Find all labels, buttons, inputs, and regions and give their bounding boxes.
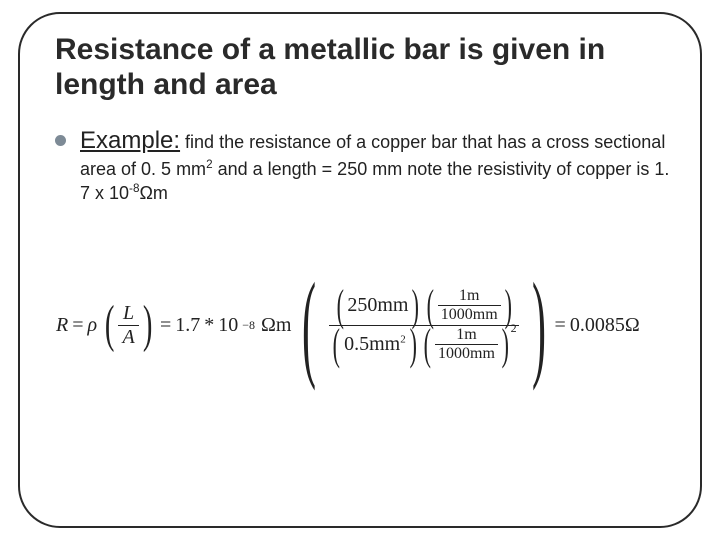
- eq-L: L: [119, 302, 138, 325]
- eq-1m-a: 1m: [456, 287, 482, 305]
- eq-area-val: 0.5mm: [344, 333, 400, 355]
- inner-paren-close4-icon: ): [502, 327, 509, 362]
- tall-paren-open-icon: (: [302, 282, 316, 368]
- inner-paren-open2-icon: (: [427, 288, 434, 323]
- eq-den-sq: 2: [511, 321, 517, 336]
- inner-paren-close3-icon: ): [409, 327, 416, 362]
- eq-ten: 10: [218, 314, 238, 337]
- eq-1000-a: 1000mm: [438, 306, 501, 324]
- inner-paren-close2-icon: ): [504, 288, 511, 323]
- tall-paren-close-icon: ): [532, 282, 546, 368]
- bullet-row: Example: find the resistance of a copper…: [55, 125, 670, 206]
- paren-close-icon: ): [143, 304, 153, 346]
- eq-bigfrac: ( 250mm ) ( 1m 1000mm ) ( 0.5mm2 ) ( 1m: [329, 287, 518, 364]
- inner-paren-open4-icon: (: [424, 327, 431, 362]
- eq-1000-b: 1000mm: [435, 345, 498, 363]
- example-lead: Example:: [80, 127, 180, 154]
- paren-open-icon: (: [105, 304, 115, 346]
- inner-paren-close-icon: ): [412, 288, 419, 323]
- eq-equals2: =: [160, 314, 171, 337]
- eq-bigfrac-den: ( 0.5mm2 ) ( 1m 1000mm ) 2: [329, 326, 518, 364]
- eq-result: 0.0085Ω: [570, 314, 640, 337]
- example-part3: Ωm: [139, 183, 167, 203]
- eq-equals1: =: [72, 314, 83, 337]
- inner-paren-open3-icon: (: [333, 327, 340, 362]
- eq-LA-frac: L A: [118, 302, 138, 349]
- sup-exp: -8: [129, 182, 139, 195]
- eq-star: *: [204, 314, 214, 337]
- eq-conv1: 1m 1000mm: [438, 287, 501, 325]
- slide-content: Resistance of a metallic bar is given in…: [55, 32, 670, 512]
- eq-equals3: =: [555, 314, 566, 337]
- eq-ohmm: Ωm: [261, 314, 291, 337]
- eq-conv2: 1m 1000mm: [435, 326, 498, 364]
- eq-1m-b: 1m: [453, 326, 479, 344]
- eq-LA-group: ( L A ): [101, 302, 156, 349]
- eq-R: R: [56, 314, 68, 337]
- eq-area-sup: 2: [400, 333, 406, 345]
- eq-coef: 1.7: [175, 314, 200, 337]
- eq-area: 0.5mm2: [344, 333, 406, 356]
- equation: R = ρ ( L A ) = 1.7 * 10−8 Ωm ( ( 250mm …: [56, 282, 640, 368]
- eq-big-group: ( ( 250mm ) ( 1m 1000mm ) ( 0.5mm2 ): [289, 282, 558, 368]
- example-text: Example: find the resistance of a copper…: [80, 125, 670, 206]
- page-title: Resistance of a metallic bar is given in…: [55, 32, 670, 103]
- inner-paren-open-icon: (: [336, 288, 343, 323]
- eq-len: 250mm: [347, 294, 408, 317]
- eq-rho: ρ: [88, 314, 98, 337]
- bullet-icon: [55, 135, 66, 146]
- eq-A: A: [118, 326, 138, 349]
